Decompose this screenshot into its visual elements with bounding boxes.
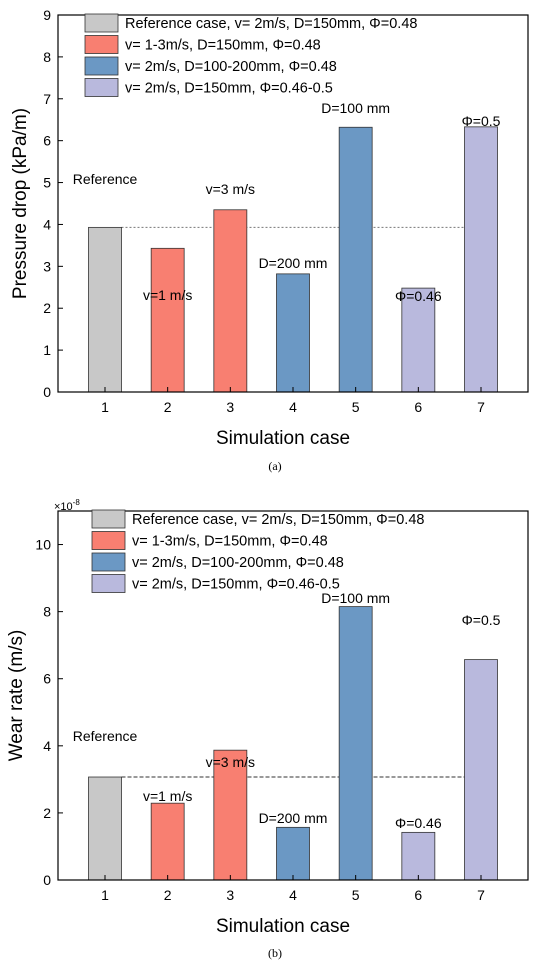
legend-swatch <box>84 35 119 54</box>
legend-swatch <box>91 531 126 550</box>
y-tick-label: 6 <box>43 671 51 687</box>
legend-label: v= 1-3m/s, D=150mm, Φ=0.48 <box>125 38 321 54</box>
x-axis-label: Simulation case <box>216 428 350 449</box>
y-tick-label: 4 <box>43 216 51 232</box>
x-tick-label: 1 <box>101 887 109 903</box>
y-tick-label: 8 <box>43 49 51 65</box>
y-axis-label: Wear rate (m/s) <box>6 630 27 762</box>
chart-pressure-drop: Reference v=1 m/s v=3 m/s D=200 mm D=100 mm Φ… <box>10 7 529 473</box>
x-tick-label: 4 <box>289 887 297 903</box>
bar-annotation-7: Φ=0.5 <box>462 113 501 129</box>
bar-annotation-5: D=100 mm <box>321 100 390 116</box>
bar-case-1 <box>88 776 122 881</box>
x-tick-label: 6 <box>414 399 422 415</box>
legend-label: v= 1-3m/s, D=150mm, Φ=0.48 <box>132 534 328 550</box>
legend-swatch <box>91 552 126 572</box>
x-tick-label: 3 <box>226 399 234 415</box>
y-tick-label: 10 <box>35 537 51 553</box>
legend-swatch <box>91 574 126 593</box>
y-tick-label: 9 <box>43 7 51 23</box>
legend-swatch <box>84 56 119 76</box>
bar-case-4 <box>276 826 310 881</box>
y-tick-label: 2 <box>43 805 51 821</box>
x-tick-label: 3 <box>226 887 234 903</box>
y-tick-label: 0 <box>43 384 51 400</box>
legend-label: v= 2m/s, D=150mm, Φ=0.46-0.5 <box>125 81 333 97</box>
bar-case-6 <box>401 831 436 881</box>
legend-label: Reference case, v= 2m/s, D=150mm, Φ=0.48 <box>132 512 424 528</box>
bar-case-2 <box>150 802 185 881</box>
bar-case-5 <box>338 126 373 393</box>
bar-annotation-3: v=3 m/s <box>206 181 255 197</box>
x-tick-label: 4 <box>289 399 297 415</box>
legend-swatch <box>84 78 119 97</box>
bar-annotation-2: v=1 m/s <box>143 788 192 804</box>
x-tick-label: 6 <box>414 887 422 903</box>
legend-label: Reference case, v= 2m/s, D=150mm, Φ=0.48 <box>125 16 417 32</box>
x-tick-label: 7 <box>477 887 485 903</box>
legend-swatch <box>84 13 119 33</box>
bar-annotation-3: v=3 m/s <box>206 754 255 770</box>
x-tick-label: 5 <box>352 887 360 903</box>
bar-annotation-2: v=1 m/s <box>143 287 192 303</box>
bar-annotation-5: D=100 mm <box>321 590 390 606</box>
x-tick-label: 2 <box>164 399 172 415</box>
bar-case-4 <box>276 273 310 393</box>
y-tick-label: 8 <box>43 604 51 620</box>
x-axis-label: Simulation case <box>216 916 350 937</box>
y-tick-label: 6 <box>43 133 51 149</box>
bar-annotation-6: Φ=0.46 <box>395 288 442 304</box>
legend-label: v= 2m/s, D=150mm, Φ=0.46-0.5 <box>132 577 340 593</box>
legend-label: v= 2m/s, D=100-200mm, Φ=0.48 <box>132 555 344 571</box>
bar-annotation-1: Reference <box>73 728 138 744</box>
bar-case-2 <box>150 247 185 393</box>
y-tick-label: 4 <box>43 738 51 754</box>
y-scale-exponent: -8 <box>73 498 81 507</box>
bar-annotation-6: Φ=0.46 <box>395 815 442 831</box>
bar-annotation-1: Reference <box>73 171 138 187</box>
x-tick-label: 5 <box>352 399 360 415</box>
y-tick-label: 0 <box>43 872 51 888</box>
bar-annotation-4: D=200 mm <box>259 810 328 826</box>
y-tick-label: 7 <box>43 91 51 107</box>
legend-label: v= 2m/s, D=100-200mm, Φ=0.48 <box>125 59 337 75</box>
x-tick-label: 2 <box>164 887 172 903</box>
bar-case-3 <box>213 209 248 393</box>
bar-case-7 <box>464 659 498 881</box>
x-tick-label: 1 <box>101 399 109 415</box>
bar-case-1 <box>88 226 122 393</box>
figure-caption: (b) <box>268 946 282 960</box>
y-axis-label: Pressure drop (kPa/m) <box>10 108 31 299</box>
chart-wear-rate: Reference v=1 m/s v=3 m/s D=200 mm D=100 mm Φ… <box>6 498 529 960</box>
y-tick-label: 1 <box>43 342 51 358</box>
bar-annotation-7: Φ=0.5 <box>462 612 501 628</box>
y-tick-label: 3 <box>43 258 51 274</box>
bar-case-6 <box>401 287 436 393</box>
legend-swatch <box>91 509 126 529</box>
x-tick-label: 7 <box>477 399 485 415</box>
bar-case-5 <box>338 606 373 881</box>
y-tick-label: 2 <box>43 300 51 316</box>
bar-case-7 <box>464 126 498 393</box>
y-tick-label: 5 <box>43 175 51 191</box>
bar-case-3 <box>213 749 248 881</box>
figure-caption: (a) <box>268 459 281 473</box>
bar-annotation-4: D=200 mm <box>259 255 328 271</box>
